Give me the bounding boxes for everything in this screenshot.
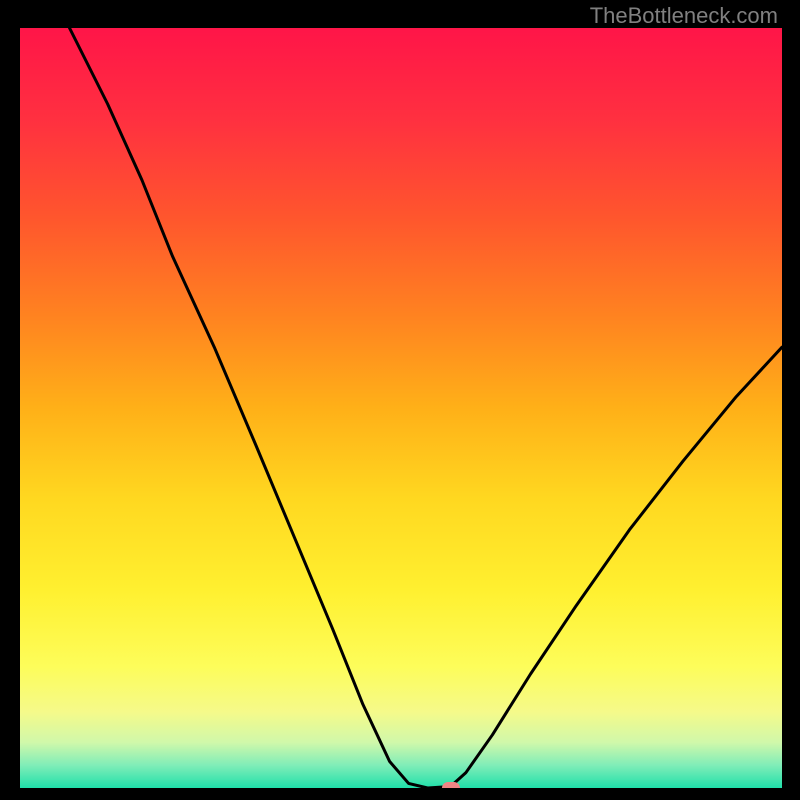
watermark-text: TheBottleneck.com (590, 3, 778, 29)
bottleneck-curve (20, 28, 782, 788)
plot-area (20, 28, 782, 788)
minimum-marker (442, 782, 460, 788)
chart-container: { "watermark": { "text": "TheBottleneck.… (0, 0, 800, 800)
